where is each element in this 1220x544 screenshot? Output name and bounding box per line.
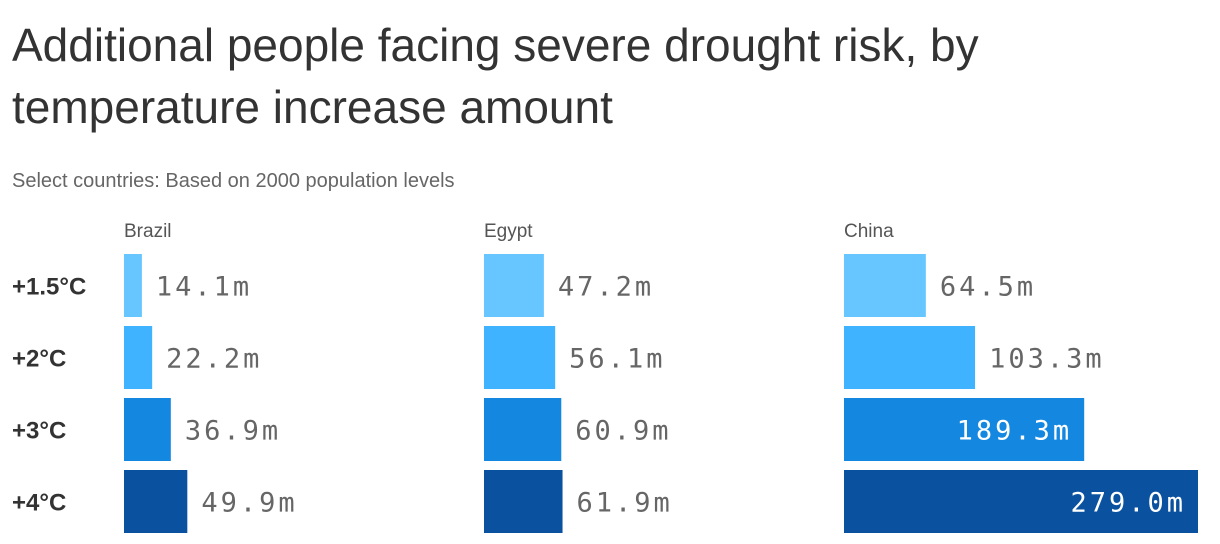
panel-title-egypt: Egypt — [484, 221, 533, 242]
value-label: 61.9m — [577, 488, 673, 519]
value-label: 60.9m — [575, 416, 671, 447]
bar-china-3 — [844, 470, 1198, 533]
bar-china-1 — [844, 326, 976, 389]
value-label: 103.3m — [989, 344, 1105, 375]
bar-china-0 — [844, 254, 926, 317]
value-label: 47.2m — [558, 272, 654, 303]
value-label: 49.9m — [201, 488, 297, 519]
value-label: 56.1m — [569, 344, 665, 375]
row-label: +2°C — [12, 346, 66, 373]
row-label: +1.5°C — [12, 274, 86, 301]
bar-egypt-2 — [484, 398, 562, 461]
value-label: 36.9m — [185, 416, 281, 447]
value-label: 22.2m — [166, 344, 262, 375]
bar-china-2 — [844, 398, 1085, 461]
value-label: 64.5m — [940, 272, 1036, 303]
panel-title-china: China — [844, 221, 894, 242]
bar-egypt-1 — [484, 326, 556, 389]
bar-brazil-1 — [124, 326, 153, 389]
chart-title: Additional people facing severe drought … — [12, 19, 979, 133]
panel-title-brazil: Brazil — [124, 221, 172, 242]
value-label: 189.3m — [957, 416, 1073, 447]
row-label: +3°C — [12, 418, 66, 445]
bar-brazil-3 — [124, 470, 188, 533]
value-label: 14.1m — [156, 272, 252, 303]
value-label: 279.0m — [1070, 488, 1186, 519]
row-label: +4°C — [12, 490, 66, 517]
bar-egypt-3 — [484, 470, 563, 533]
bar-egypt-0 — [484, 254, 544, 317]
chart-subtitle: Select countries: Based on 2000 populati… — [12, 170, 455, 192]
bar-brazil-0 — [124, 254, 142, 317]
bar-brazil-2 — [124, 398, 171, 461]
